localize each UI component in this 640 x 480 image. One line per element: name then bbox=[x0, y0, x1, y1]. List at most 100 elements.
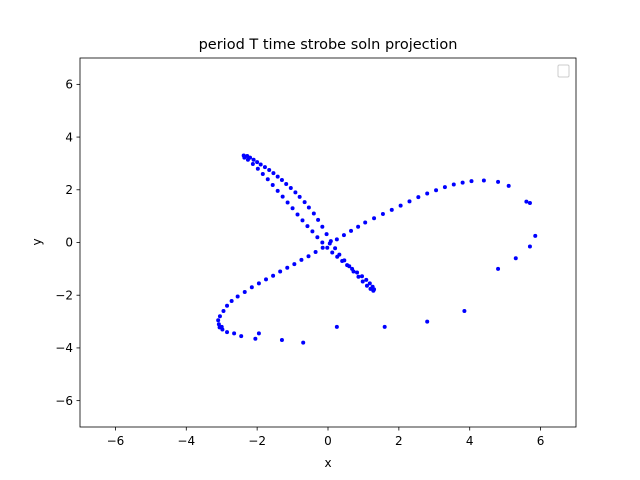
data-point bbox=[356, 224, 361, 229]
data-point bbox=[506, 183, 511, 188]
data-point bbox=[425, 319, 430, 324]
data-point bbox=[225, 303, 230, 308]
data-point bbox=[239, 334, 244, 339]
data-point bbox=[275, 188, 280, 193]
data-point bbox=[255, 166, 260, 171]
data-point bbox=[340, 258, 345, 263]
data-point bbox=[460, 180, 465, 185]
data-point bbox=[416, 195, 421, 200]
data-point bbox=[333, 246, 338, 251]
x-tick-label: 0 bbox=[324, 434, 332, 448]
plot-frame bbox=[79, 57, 577, 428]
data-point bbox=[242, 290, 247, 295]
data-point bbox=[285, 200, 290, 205]
data-point bbox=[285, 265, 290, 270]
data-point bbox=[382, 324, 387, 329]
data-point bbox=[380, 212, 385, 217]
data-point bbox=[302, 200, 307, 205]
data-point bbox=[442, 185, 447, 190]
data-point bbox=[533, 233, 538, 238]
data-point bbox=[524, 199, 529, 204]
x-tick-label: 6 bbox=[537, 434, 545, 448]
x-axis-label: x bbox=[324, 456, 331, 470]
data-point bbox=[301, 340, 306, 345]
data-point bbox=[225, 330, 230, 335]
data-point bbox=[250, 161, 255, 166]
data-point bbox=[235, 294, 240, 299]
data-point bbox=[367, 281, 372, 286]
data-point bbox=[251, 157, 256, 162]
data-point bbox=[481, 178, 486, 183]
data-point bbox=[249, 285, 254, 290]
x-tick-label: −6 bbox=[107, 434, 125, 448]
data-point bbox=[316, 217, 321, 222]
data-point bbox=[288, 185, 293, 190]
data-point bbox=[345, 263, 350, 268]
data-point bbox=[279, 338, 284, 343]
data-point bbox=[265, 177, 270, 182]
data-point bbox=[260, 171, 265, 176]
data-point bbox=[258, 162, 263, 167]
y-tick-label: 4 bbox=[65, 130, 73, 144]
y-axis-label: y bbox=[30, 238, 44, 245]
data-point bbox=[216, 322, 221, 327]
data-point bbox=[451, 182, 456, 187]
data-point bbox=[306, 205, 311, 210]
data-point bbox=[389, 207, 394, 212]
data-point bbox=[527, 244, 532, 249]
data-point bbox=[280, 194, 285, 199]
data-point bbox=[324, 232, 329, 237]
data-point bbox=[334, 324, 339, 329]
data-point bbox=[364, 283, 369, 288]
data-point bbox=[306, 254, 311, 259]
data-point bbox=[220, 327, 225, 332]
data-point bbox=[290, 206, 295, 211]
data-point bbox=[221, 309, 226, 314]
x-tick-label: −2 bbox=[248, 434, 266, 448]
data-point bbox=[271, 171, 276, 176]
chart-title: period T time strobe soln projection bbox=[199, 37, 458, 53]
data-point bbox=[527, 200, 532, 205]
data-point bbox=[278, 269, 283, 274]
y-tick-label: −4 bbox=[55, 341, 73, 355]
data-point bbox=[496, 266, 501, 271]
data-point bbox=[349, 228, 354, 233]
data-point bbox=[370, 284, 375, 289]
data-point bbox=[264, 277, 268, 282]
data-point bbox=[270, 183, 275, 188]
data-point bbox=[407, 199, 412, 204]
data-point bbox=[256, 281, 261, 286]
data-point bbox=[350, 266, 355, 271]
legend-box bbox=[557, 64, 570, 78]
data-point bbox=[327, 241, 332, 246]
data-point bbox=[462, 309, 467, 314]
data-point bbox=[292, 262, 297, 267]
data-point bbox=[469, 179, 474, 184]
data-point bbox=[315, 235, 320, 240]
data-point bbox=[267, 168, 272, 173]
data-point bbox=[262, 165, 267, 170]
data-point bbox=[360, 274, 365, 279]
data-point bbox=[279, 178, 284, 183]
data-point bbox=[305, 224, 310, 229]
y-tick-label: 0 bbox=[65, 236, 73, 250]
data-point bbox=[229, 299, 234, 304]
data-point bbox=[330, 250, 335, 255]
x-tick-label: 2 bbox=[395, 434, 403, 448]
data-point bbox=[297, 194, 302, 199]
data-point bbox=[253, 336, 258, 341]
data-point bbox=[356, 274, 361, 279]
data-point bbox=[242, 155, 247, 160]
data-point bbox=[496, 179, 501, 184]
data-point bbox=[217, 325, 222, 330]
data-point bbox=[355, 270, 360, 275]
data-point bbox=[300, 218, 305, 223]
data-point bbox=[434, 188, 439, 193]
data-point bbox=[360, 279, 365, 284]
data-point bbox=[341, 233, 346, 238]
data-point bbox=[313, 249, 318, 254]
axis-ticks: −6 −4 −2 0 2 4 6 −6 −4 −2 0 2 4 6 bbox=[55, 78, 544, 448]
scatter-points bbox=[216, 153, 538, 345]
data-point bbox=[217, 314, 222, 319]
data-point bbox=[320, 240, 325, 245]
